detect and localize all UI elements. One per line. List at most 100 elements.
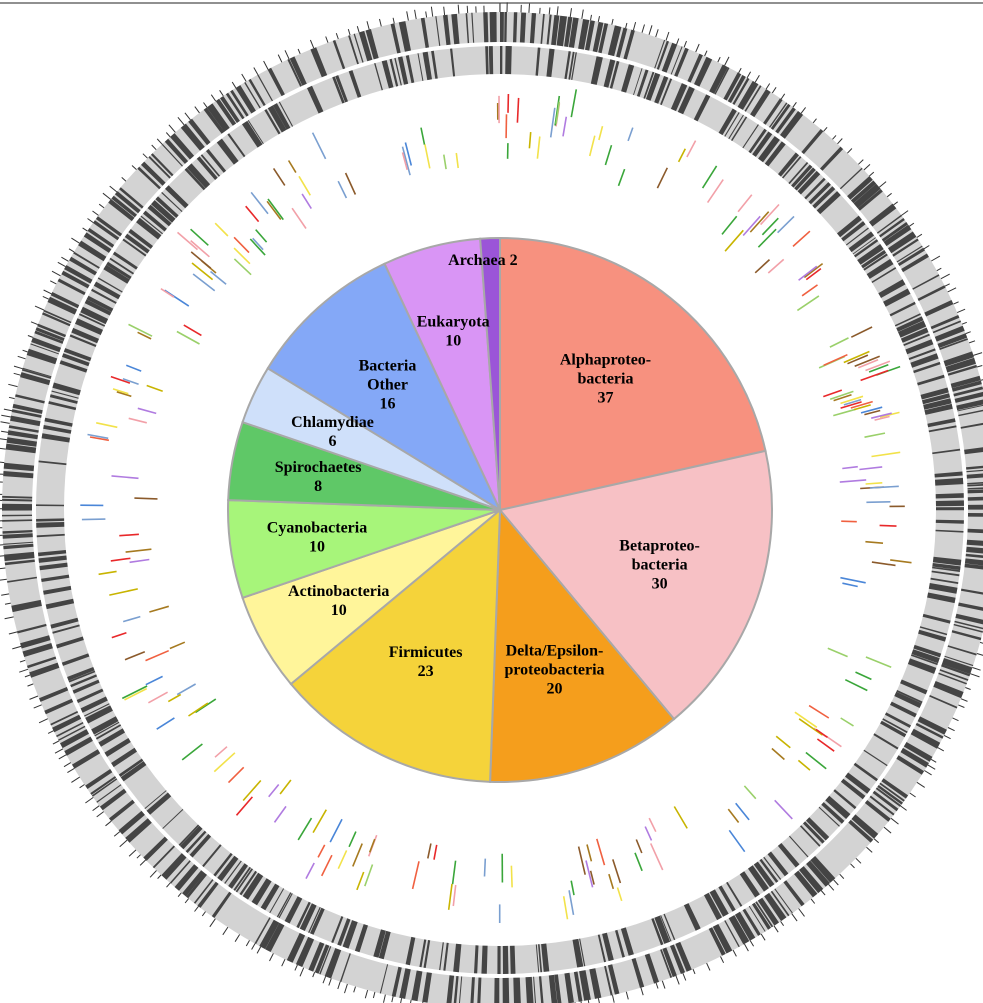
pie-slice-label-4: Firmicutes 23 <box>389 644 463 680</box>
hit-mark <box>801 284 818 297</box>
hit-mark <box>121 685 148 700</box>
hit-mark <box>337 180 348 199</box>
hit-mark <box>865 482 883 485</box>
hit-mark <box>160 288 175 298</box>
hit-mark <box>137 407 157 415</box>
pie-slice-label-6: Cyanobacteria 10 <box>267 519 367 555</box>
pie-slice-9 <box>266 262 503 513</box>
hit-mark <box>124 651 146 661</box>
hit-mark <box>137 331 152 340</box>
hit-mark <box>627 127 634 142</box>
hit-mark <box>167 693 182 703</box>
hit-mark <box>183 324 202 337</box>
hit-mark <box>312 809 327 833</box>
hit-mark <box>404 142 413 166</box>
hit-mark <box>451 860 457 885</box>
pie-slice-label-8: Chlamydiae 6 <box>291 414 374 450</box>
hit-mark <box>827 647 848 658</box>
hit-mark <box>134 497 158 500</box>
hit-mark <box>98 570 117 576</box>
hit-mark <box>443 154 447 170</box>
hit-mark <box>188 702 209 717</box>
hit-mark <box>96 422 118 429</box>
hit-mark <box>555 101 561 124</box>
hit-mark <box>865 540 884 544</box>
hit-mark <box>879 524 897 527</box>
hit-mark <box>81 518 106 521</box>
hit-mark <box>233 247 251 265</box>
hit-mark <box>805 267 822 281</box>
hit-mark <box>860 406 883 414</box>
hit-mark <box>298 175 311 196</box>
hit-mark <box>616 887 623 902</box>
hit-mark <box>798 265 818 281</box>
hit-mark <box>774 799 793 820</box>
hit-mark <box>775 735 791 749</box>
pie-slice-label-10: Eukaryota 10 <box>417 314 490 350</box>
hit-mark <box>761 217 779 236</box>
hit-mark <box>864 409 881 416</box>
pie-slice-label-line: 20 <box>547 681 563 698</box>
hit-mark <box>536 136 541 159</box>
hit-mark <box>850 400 873 409</box>
hit-mark <box>427 843 432 859</box>
hit-mark <box>249 238 266 256</box>
pie-slice-label-9: Bacteria Other 16 <box>359 357 417 412</box>
hit-mark <box>297 817 313 841</box>
hit-mark <box>110 375 131 384</box>
hit-mark <box>724 229 744 252</box>
hit-mark <box>317 844 326 858</box>
hit-mark <box>190 228 209 246</box>
pie-slice-label-line: Other <box>367 376 408 393</box>
hit-mark <box>424 144 431 169</box>
hit-mark <box>352 843 363 867</box>
hit-mark <box>348 831 357 848</box>
hit-mark <box>634 852 643 872</box>
pie-slice-label-line: 37 <box>598 389 614 406</box>
taxonomy-pie-chart <box>227 236 773 783</box>
hit-mark <box>562 896 569 920</box>
pie-slice-label-line: Cyanobacteria <box>267 519 367 536</box>
hit-mark <box>850 326 873 338</box>
pie-slice-label-line: proteobacteria <box>504 662 604 679</box>
hit-mark <box>743 785 757 800</box>
hit-mark <box>245 205 260 223</box>
hit-mark <box>214 222 229 237</box>
hit-mark <box>176 683 196 696</box>
hit-mark <box>233 236 250 254</box>
hit-mark <box>266 200 282 220</box>
hit-mark <box>842 465 858 470</box>
hit-mark <box>190 239 210 258</box>
hit-mark <box>255 229 268 243</box>
hit-mark <box>840 576 866 584</box>
hit-mark <box>797 759 811 771</box>
pie-slice-label-line: Betaproteo- <box>619 538 700 555</box>
hit-mark <box>767 258 785 274</box>
hit-mark <box>742 215 761 237</box>
hit-mark <box>839 479 867 483</box>
hit-mark <box>356 871 365 891</box>
hit-mark <box>858 359 879 369</box>
hit-mark <box>195 698 217 714</box>
hit-mark <box>190 251 212 269</box>
hit-mark <box>855 671 872 681</box>
hit-mark <box>273 805 287 823</box>
hit-mark <box>792 230 811 247</box>
hit-mark <box>588 135 596 157</box>
hit-mark <box>706 179 724 204</box>
hit-mark <box>291 207 307 229</box>
hit-mark <box>169 641 186 650</box>
pie-slice-label-line: Actinobacteria <box>288 583 389 600</box>
hit-mark <box>209 270 227 285</box>
hit-mark <box>796 295 820 312</box>
hit-mark <box>192 273 216 292</box>
hit-mark <box>829 390 854 400</box>
hit-mark <box>483 858 487 877</box>
hit-mark <box>866 501 891 504</box>
pie-slice-label-line: 10 <box>445 333 461 350</box>
hit-mark <box>128 417 147 424</box>
hit-mark <box>598 125 604 141</box>
